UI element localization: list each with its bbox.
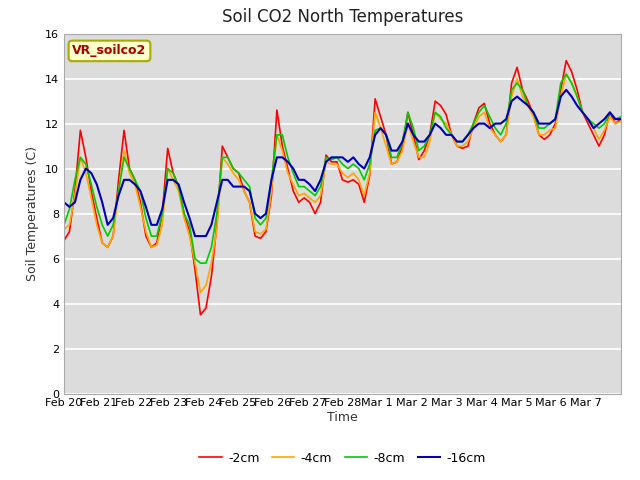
-4cm (218, 155, 226, 160)
Text: VR_soilco2: VR_soilco2 (72, 44, 147, 58)
-2cm (573, 87, 581, 93)
X-axis label: Time: Time (327, 411, 358, 424)
-8cm (617, 114, 625, 120)
Line: -2cm: -2cm (64, 60, 621, 315)
-2cm (563, 58, 570, 63)
-8cm (579, 109, 586, 115)
-16cm (557, 94, 564, 99)
Line: -4cm: -4cm (64, 74, 621, 292)
-16cm (60, 200, 68, 205)
Line: -16cm: -16cm (64, 90, 621, 236)
-4cm (388, 161, 396, 167)
-2cm (589, 132, 597, 138)
-2cm (218, 143, 226, 149)
-4cm (589, 125, 597, 131)
-8cm (563, 71, 570, 77)
-16cm (617, 116, 625, 122)
-16cm (218, 177, 226, 183)
-8cm (60, 222, 68, 228)
-8cm (589, 120, 597, 126)
-2cm (196, 312, 204, 318)
-2cm (579, 109, 586, 115)
Title: Soil CO2 North Temperatures: Soil CO2 North Temperatures (221, 9, 463, 26)
-16cm (573, 103, 581, 108)
-4cm (60, 227, 68, 232)
-16cm (191, 233, 199, 239)
-16cm (563, 87, 570, 93)
-4cm (617, 119, 625, 124)
-2cm (60, 238, 68, 243)
-16cm (579, 109, 586, 115)
-4cm (557, 94, 564, 99)
-4cm (573, 94, 581, 99)
-2cm (617, 116, 625, 122)
-8cm (196, 260, 204, 266)
Line: -8cm: -8cm (64, 74, 621, 263)
Y-axis label: Soil Temperatures (C): Soil Temperatures (C) (26, 146, 40, 281)
-8cm (218, 155, 226, 160)
-4cm (563, 71, 570, 77)
-16cm (388, 148, 396, 154)
-16cm (589, 125, 597, 131)
-4cm (579, 109, 586, 115)
-2cm (388, 161, 396, 167)
-2cm (557, 87, 564, 93)
Legend: -2cm, -4cm, -8cm, -16cm: -2cm, -4cm, -8cm, -16cm (194, 447, 491, 469)
-8cm (573, 94, 581, 99)
-8cm (388, 155, 396, 160)
-4cm (196, 289, 204, 295)
-8cm (557, 80, 564, 86)
